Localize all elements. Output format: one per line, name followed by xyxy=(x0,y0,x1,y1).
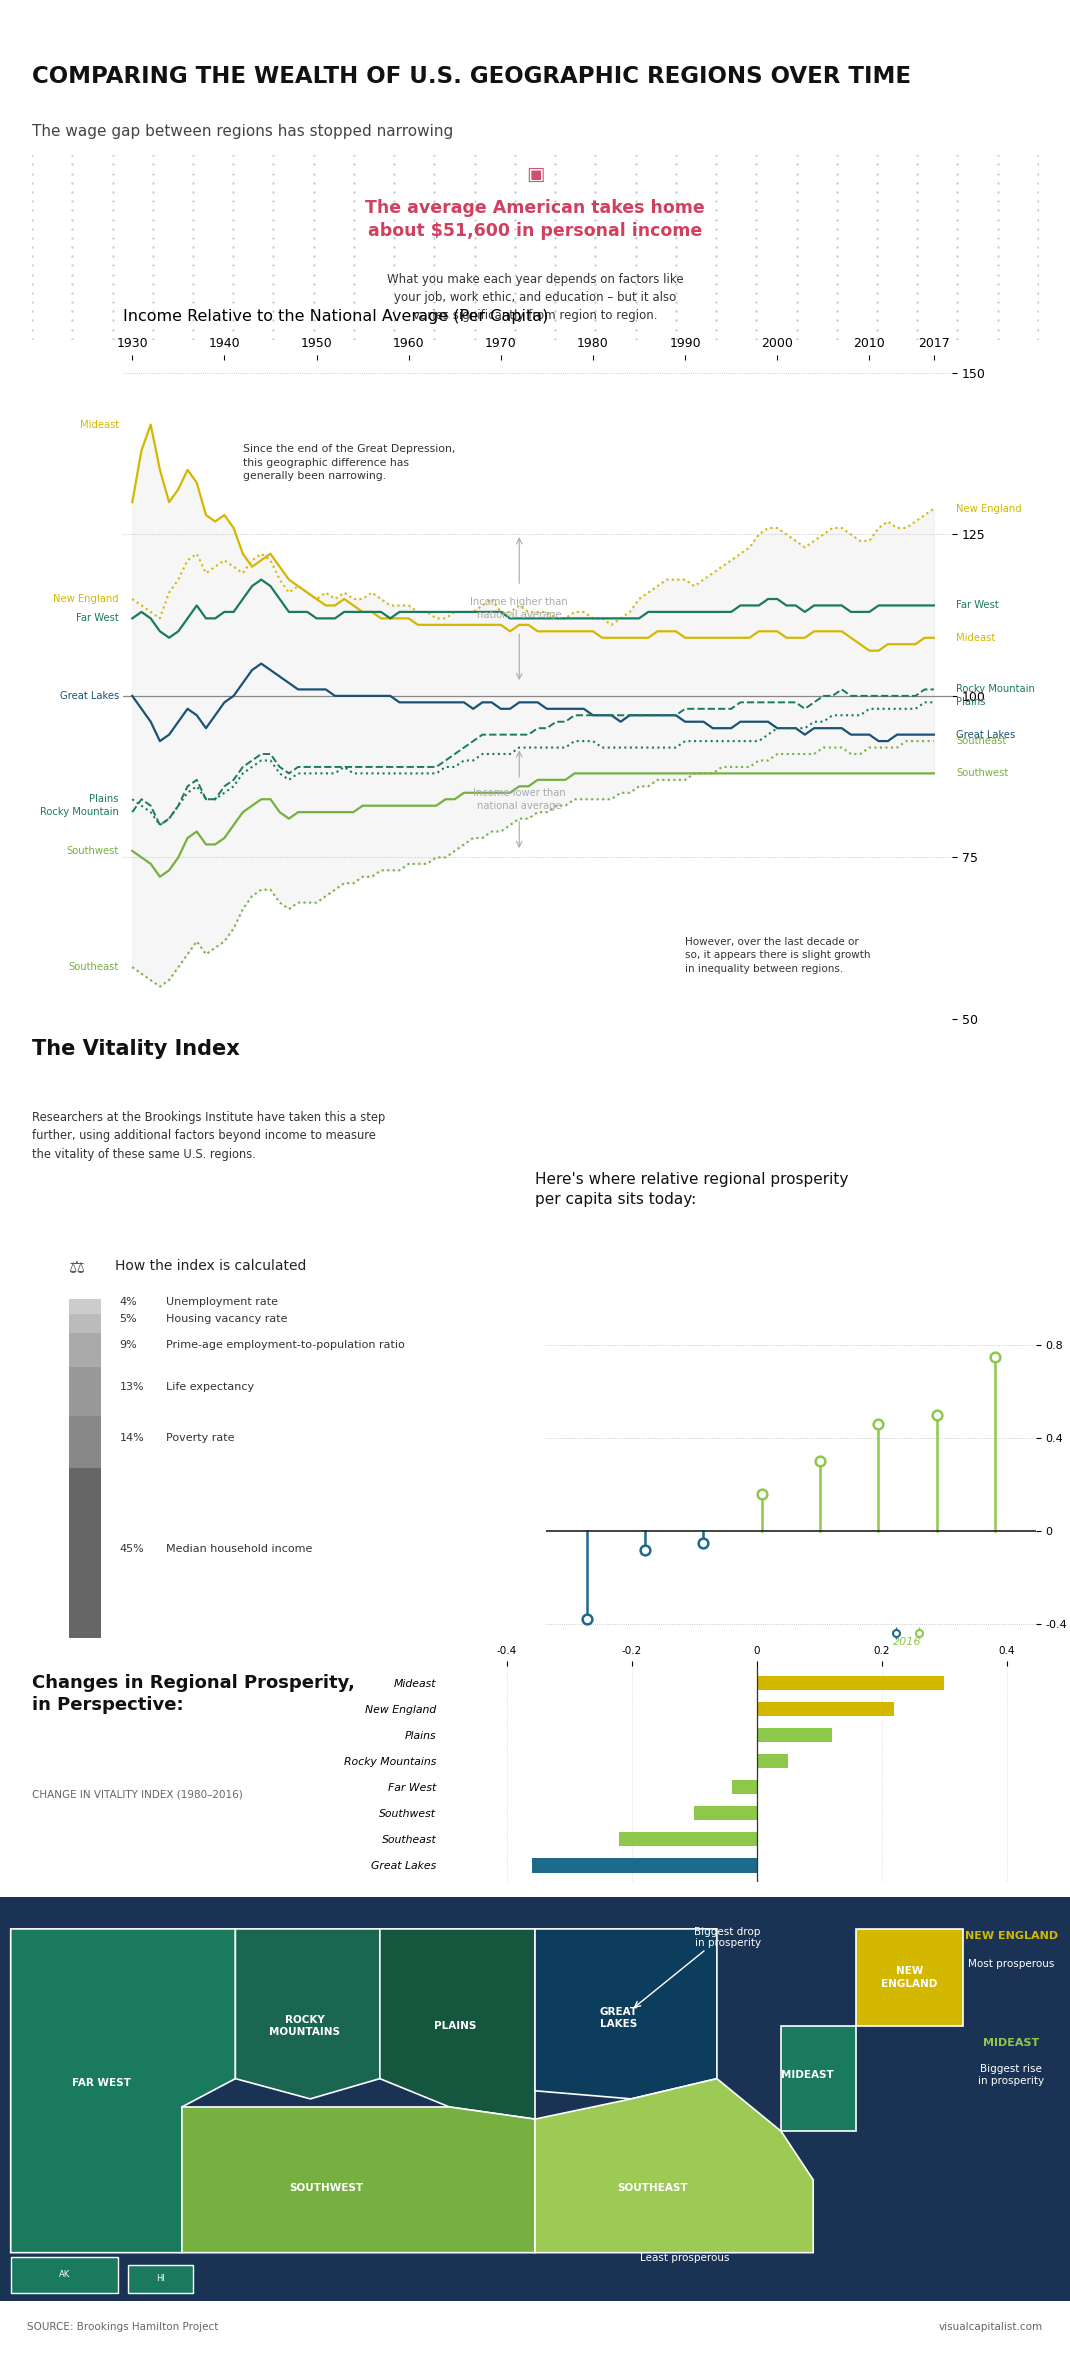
Text: Since the end of the Great Depression,
this geographic difference has
generally : Since the end of the Great Depression, t… xyxy=(243,445,455,480)
Text: 45%: 45% xyxy=(120,1544,144,1553)
Text: 4%: 4% xyxy=(120,1297,137,1308)
Text: PLAINS: PLAINS xyxy=(433,2021,476,2031)
Text: Least prosperous: Least prosperous xyxy=(640,2252,730,2264)
Polygon shape xyxy=(856,1929,963,2026)
Text: Poverty rate: Poverty rate xyxy=(166,1433,234,1442)
Text: Life expectancy: Life expectancy xyxy=(166,1381,254,1393)
Text: Plains: Plains xyxy=(90,795,119,805)
Text: Southeast: Southeast xyxy=(68,962,119,972)
Text: Far West: Far West xyxy=(76,614,119,624)
Text: NEW ENGLAND: NEW ENGLAND xyxy=(964,1932,1058,1941)
Text: New England: New England xyxy=(957,504,1022,513)
Text: Southwest: Southwest xyxy=(66,847,119,856)
Bar xyxy=(68,1367,102,1417)
Bar xyxy=(128,2266,193,2294)
Text: Chart of the Week: Chart of the Week xyxy=(24,21,137,33)
Polygon shape xyxy=(535,1929,717,2099)
Polygon shape xyxy=(380,1929,535,2120)
Text: New England: New England xyxy=(54,593,119,605)
Text: SOUTHWEST: SOUTHWEST xyxy=(289,2184,364,2193)
Text: CHANGE IN VITALITY INDEX (1980–2016): CHANGE IN VITALITY INDEX (1980–2016) xyxy=(32,1788,243,1800)
Polygon shape xyxy=(535,2078,813,2252)
Text: Income Relative to the National Average (Per Capita): Income Relative to the National Average … xyxy=(123,308,549,325)
Bar xyxy=(732,1779,756,1795)
Bar xyxy=(620,1833,756,1847)
Text: SOUTHEAST: SOUTHEAST xyxy=(617,2184,688,2193)
Text: Rocky Mountain: Rocky Mountain xyxy=(957,685,1036,694)
Text: 5%: 5% xyxy=(120,1313,137,1325)
Bar xyxy=(68,1299,102,1313)
Text: Prime-age employment-to-population ratio: Prime-age employment-to-population ratio xyxy=(166,1341,404,1351)
Bar xyxy=(532,1859,756,1873)
Bar xyxy=(68,1468,102,1638)
Bar xyxy=(11,2257,118,2294)
Text: COMPARING THE WEALTH OF U.S. GEOGRAPHIC REGIONS OVER TIME: COMPARING THE WEALTH OF U.S. GEOGRAPHIC … xyxy=(32,66,911,87)
Text: MIDEAST: MIDEAST xyxy=(781,2071,835,2080)
Polygon shape xyxy=(781,2026,856,2132)
Text: The wage gap between regions has stopped narrowing: The wage gap between regions has stopped… xyxy=(32,125,454,139)
Text: SOURCE: Brookings Hamilton Project: SOURCE: Brookings Hamilton Project xyxy=(27,2322,218,2332)
Text: 13%: 13% xyxy=(120,1381,144,1393)
Bar xyxy=(68,1313,102,1332)
Bar xyxy=(756,1675,944,1689)
Text: FAR WEST: FAR WEST xyxy=(72,2078,132,2087)
Text: The Vitality Index: The Vitality Index xyxy=(32,1040,240,1059)
Text: ⚖: ⚖ xyxy=(68,1259,85,1278)
Text: 14%: 14% xyxy=(120,1433,144,1442)
Text: GREAT
LAKES: GREAT LAKES xyxy=(599,2007,638,2028)
Text: Most prosperous: Most prosperous xyxy=(968,1960,1054,1969)
Text: Income lower than
national average: Income lower than national average xyxy=(473,788,566,812)
Text: Biggest rise
in prosperity: Biggest rise in prosperity xyxy=(978,2064,1044,2087)
Text: Rocky Mountain: Rocky Mountain xyxy=(40,807,119,816)
Text: ROCKY
MOUNTAINS: ROCKY MOUNTAINS xyxy=(270,2014,340,2038)
Text: What you make each year depends on factors like
your job, work ethic, and educat: What you make each year depends on facto… xyxy=(386,273,684,322)
Text: Unemployment rate: Unemployment rate xyxy=(166,1297,277,1308)
Text: Housing vacancy rate: Housing vacancy rate xyxy=(166,1313,287,1325)
Text: Biggest drop
in prosperity: Biggest drop in prosperity xyxy=(694,1927,761,1948)
Text: MIDEAST: MIDEAST xyxy=(983,2038,1039,2047)
Text: Here's where relative regional prosperity
per capita sits today:: Here's where relative regional prosperit… xyxy=(535,1172,849,1207)
Text: Median household income: Median household income xyxy=(166,1544,311,1553)
Text: HI: HI xyxy=(156,2275,165,2282)
Bar xyxy=(694,1807,756,1821)
Text: Changes in Regional Prosperity,
in Perspective:: Changes in Regional Prosperity, in Persp… xyxy=(32,1673,355,1715)
Text: Southwest: Southwest xyxy=(957,769,1009,779)
Text: Mideast: Mideast xyxy=(79,419,119,431)
Text: 2016: 2016 xyxy=(893,1638,921,1647)
Text: However, over the last decade or
so, it appears there is slight growth
in inequa: However, over the last decade or so, it … xyxy=(685,936,871,974)
Bar xyxy=(756,1753,788,1769)
Text: Great Lakes: Great Lakes xyxy=(60,692,119,701)
Text: ▣: ▣ xyxy=(525,165,545,184)
Bar xyxy=(756,1727,831,1741)
Text: Far West: Far West xyxy=(957,600,999,609)
Text: Income higher than
national average: Income higher than national average xyxy=(471,598,568,621)
Text: ← Decrease in Vitality: ← Decrease in Vitality xyxy=(544,1904,657,1913)
Text: How the index is calculated: How the index is calculated xyxy=(114,1259,306,1273)
Bar xyxy=(68,1417,102,1468)
Text: Researchers at the Brookings Institute have taken this a step
further, using add: Researchers at the Brookings Institute h… xyxy=(32,1111,385,1160)
Text: The average American takes home
about $51,600 in personal income: The average American takes home about $5… xyxy=(365,200,705,240)
Text: Southeast: Southeast xyxy=(957,736,1007,746)
Text: 9%: 9% xyxy=(120,1341,137,1351)
Polygon shape xyxy=(182,2106,535,2252)
Text: Plains: Plains xyxy=(957,696,985,708)
Text: Mideast: Mideast xyxy=(957,633,996,642)
Text: Increase in Vitality →: Increase in Vitality → xyxy=(840,1904,949,1913)
Bar xyxy=(68,1332,102,1367)
Text: AK: AK xyxy=(59,2271,70,2280)
Bar xyxy=(756,1701,895,1715)
Text: Great Lakes: Great Lakes xyxy=(957,729,1015,739)
Text: visualcapitalist.com: visualcapitalist.com xyxy=(939,2322,1043,2332)
Polygon shape xyxy=(235,1929,380,2099)
Text: NEW
ENGLAND: NEW ENGLAND xyxy=(882,1967,937,1988)
Polygon shape xyxy=(11,1929,235,2252)
